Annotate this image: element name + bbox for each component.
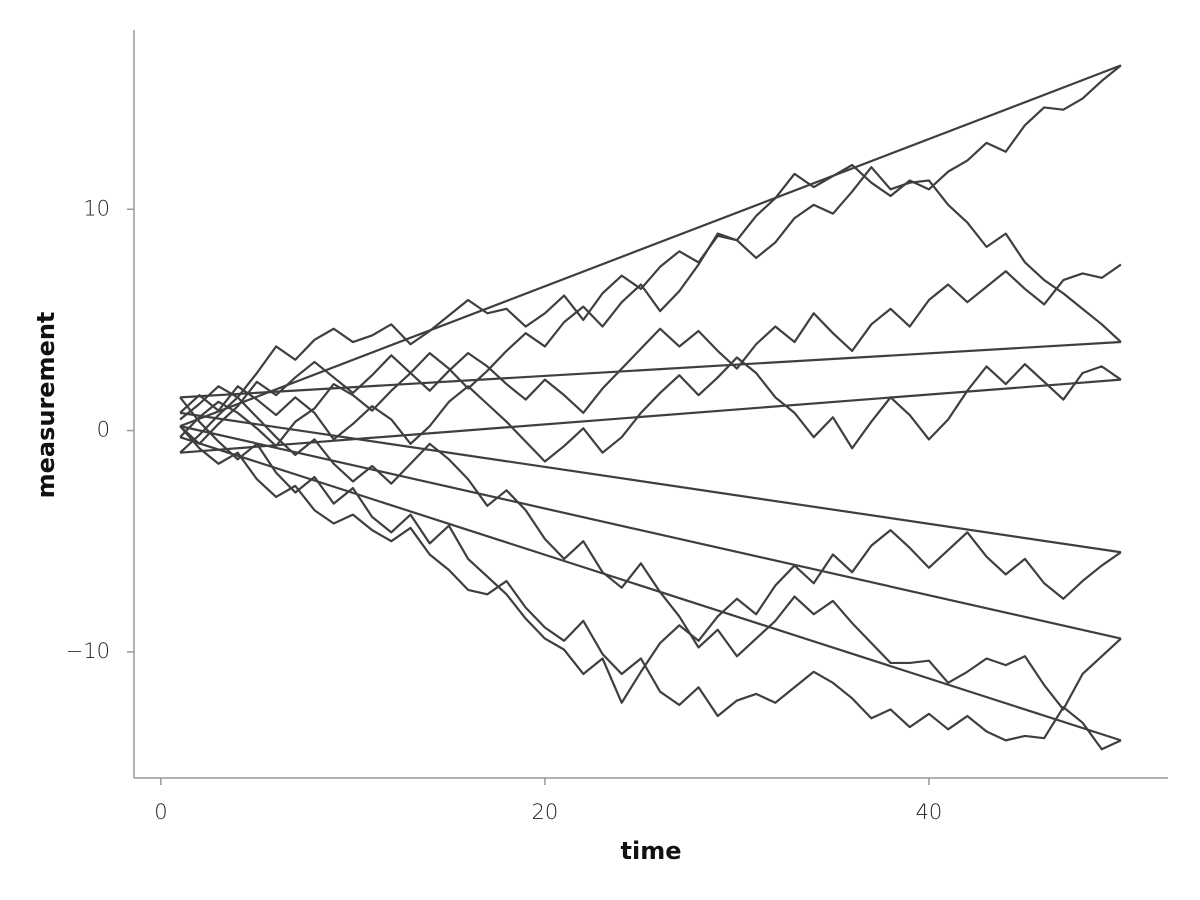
series-line: [179, 425, 1122, 751]
x-tick-label: 40: [916, 800, 943, 824]
x-tick-label: 20: [532, 800, 559, 824]
connector: [180, 340, 1122, 399]
connector: [179, 64, 1122, 428]
series-line: [179, 356, 1122, 463]
series-line: [179, 166, 1122, 448]
series-line: [179, 64, 1122, 421]
y-tick-label: 0: [97, 418, 110, 442]
y-tick-label: −10: [66, 639, 110, 663]
x-axis-title: time: [621, 837, 682, 865]
series-line: [179, 263, 1122, 445]
connector: [179, 436, 1122, 742]
series-line: [179, 396, 1122, 711]
connector: [179, 378, 1122, 454]
y-tick-label: 10: [83, 196, 110, 220]
y-axis-title: measurement: [32, 312, 60, 499]
x-tick-label: 0: [154, 800, 167, 824]
connector: [179, 425, 1122, 640]
series-line: [179, 396, 1122, 704]
